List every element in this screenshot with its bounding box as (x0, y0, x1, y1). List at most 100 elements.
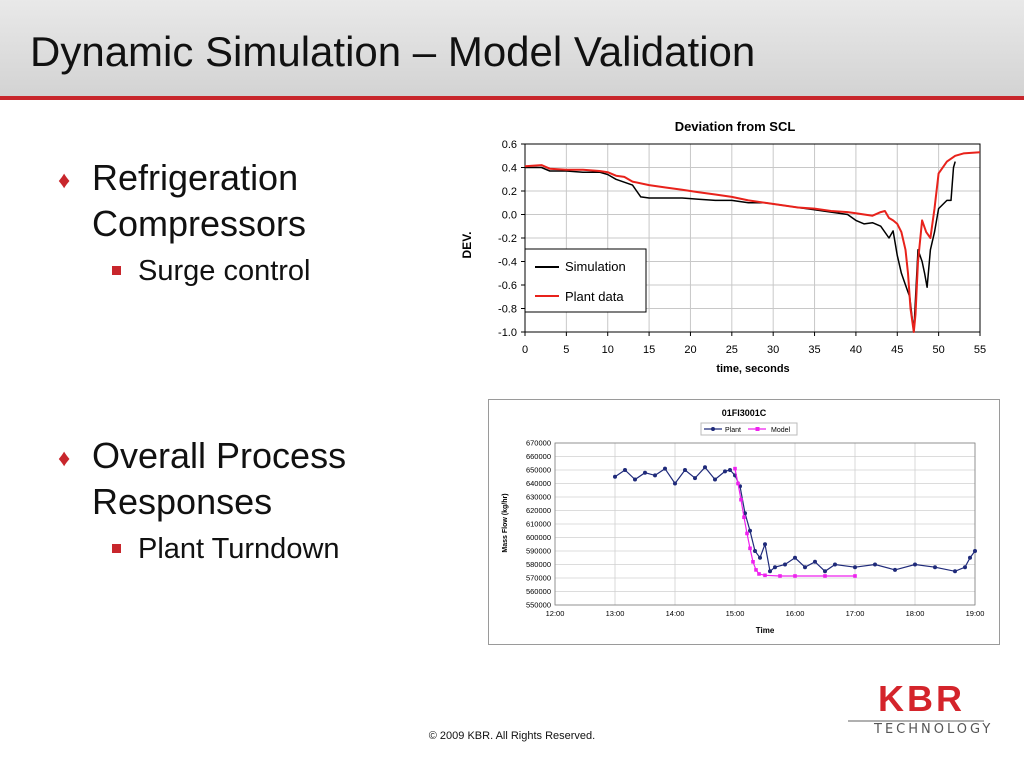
data-point-model (751, 560, 755, 564)
x-tick-label: 15 (643, 344, 655, 356)
title-divider (0, 96, 1024, 100)
x-tick-label: 35 (808, 344, 820, 356)
logo-rule (848, 720, 984, 722)
sub-bullet-text: Plant Turndown (138, 533, 340, 565)
sub-bullet-surge: Surge control (58, 251, 428, 291)
kbr-logo: KBR TECHNOLOGY (848, 676, 990, 738)
data-point-plant (893, 567, 897, 572)
x-tick-label: 25 (726, 344, 738, 356)
y-tick-label: 550000 (526, 601, 551, 610)
mass-flow-chart: 01FI3001C Plant Model Mass Flow (kg/hr) … (488, 399, 1000, 645)
data-point-model (853, 574, 857, 578)
plot-border (524, 143, 981, 333)
y-tick-label: 0.2 (502, 186, 517, 198)
data-point-model (757, 572, 761, 576)
data-point-plant (748, 528, 752, 533)
x-tick-label: 55 (974, 344, 986, 356)
x-tick-label: 30 (767, 344, 779, 356)
y-tick-label: 0.0 (502, 210, 517, 222)
y-tick-label: 560000 (526, 587, 551, 596)
series-line-model (734, 468, 855, 577)
data-point-plant (613, 474, 617, 479)
y-tick-label: 620000 (526, 506, 551, 515)
data-point-model (823, 574, 827, 578)
data-point-plant (953, 569, 957, 574)
diamond-bullet-icon: ♦ (58, 445, 71, 472)
data-point-plant (663, 466, 667, 471)
data-point-plant (973, 549, 977, 553)
y-tick-label: -0.2 (498, 233, 517, 245)
bullet-list: ♦ Refrigeration Compressors Surge contro… (58, 155, 428, 569)
data-point-model (763, 573, 767, 578)
data-point-model (748, 546, 752, 551)
x-tick-label: 18:00 (906, 609, 925, 618)
y-tick-label: -0.4 (498, 257, 517, 269)
y-tick-label: 650000 (526, 466, 551, 475)
series-line-plant-data (524, 151, 981, 333)
legend-model-marker (755, 427, 760, 431)
y-tick-label: -0.8 (498, 304, 517, 316)
bullet-text: Overall Process Responses (92, 435, 347, 522)
legend-simulation-label: Simulation (565, 259, 626, 274)
sub-bullet-turndown: Plant Turndown (58, 529, 428, 569)
square-bullet-icon (112, 266, 121, 275)
x-axis-label: time, seconds (716, 363, 789, 375)
data-point-plant (853, 565, 857, 570)
x-tick-label: 17:00 (846, 609, 865, 618)
legend: Simulation Plant data (524, 248, 647, 313)
y-tick-label: 0.4 (502, 163, 517, 175)
data-point-plant (643, 470, 647, 475)
data-point-plant (833, 562, 837, 567)
data-point-model (745, 531, 749, 536)
y-tick-label: 590000 (526, 547, 551, 556)
bullet-refrigeration: ♦ Refrigeration Compressors (58, 155, 428, 247)
data-point-model (793, 574, 797, 578)
y-tick-label: 640000 (526, 479, 551, 488)
x-tick-label: 10 (602, 344, 614, 356)
y-tick-label: -1.0 (498, 327, 517, 339)
y-tick-label: 0.6 (502, 139, 517, 151)
y-tick-label: 570000 (526, 574, 551, 583)
legend-plant-data-label: Plant data (565, 289, 624, 304)
data-point-plant (623, 468, 627, 472)
logo-subtext: TECHNOLOGY (874, 722, 994, 737)
data-point-model (742, 515, 746, 520)
sub-bullet-text: Surge control (138, 255, 311, 287)
legend: Plant Model (700, 422, 798, 436)
x-tick-label: 16:00 (786, 609, 805, 618)
x-axis-label: Time (756, 626, 775, 635)
x-tick-label: 13:00 (606, 609, 625, 618)
data-point-plant (753, 549, 757, 553)
x-tick-label: 40 (850, 344, 862, 356)
data-point-plant (713, 477, 717, 482)
y-tick-label: 610000 (526, 520, 551, 529)
data-point-plant (673, 481, 677, 486)
title-band (0, 0, 1024, 100)
data-point-plant (813, 559, 817, 564)
y-tick-label: 600000 (526, 533, 551, 542)
x-tick-label: 5 (563, 344, 569, 356)
x-tick-label: 12:00 (546, 609, 565, 618)
x-tick-label: 45 (891, 344, 903, 356)
data-point-plant (703, 465, 707, 470)
chart-title: Deviation from SCL (675, 119, 796, 134)
data-point-plant (963, 565, 967, 570)
data-point-plant (783, 562, 787, 567)
data-point-plant (693, 476, 697, 481)
bullet-overall-process: ♦ Overall Process Responses (58, 433, 428, 525)
data-point-plant (723, 469, 727, 474)
x-tick-label: 14:00 (666, 609, 685, 618)
data-point-model (739, 497, 743, 502)
data-point-model (778, 574, 782, 578)
y-axis-label: Mass Flow (kg/hr) (502, 493, 509, 552)
y-tick-label: 670000 (526, 439, 551, 448)
x-tick-label: 20 (684, 344, 696, 356)
data-point-plant (728, 468, 732, 472)
data-point-plant (683, 468, 687, 472)
y-tick-label: 580000 (526, 560, 551, 569)
data-point-model (733, 466, 737, 471)
legend-plant-marker (711, 427, 715, 431)
data-point-plant (793, 555, 797, 560)
data-point-plant (653, 473, 657, 478)
plot-border (554, 442, 976, 606)
